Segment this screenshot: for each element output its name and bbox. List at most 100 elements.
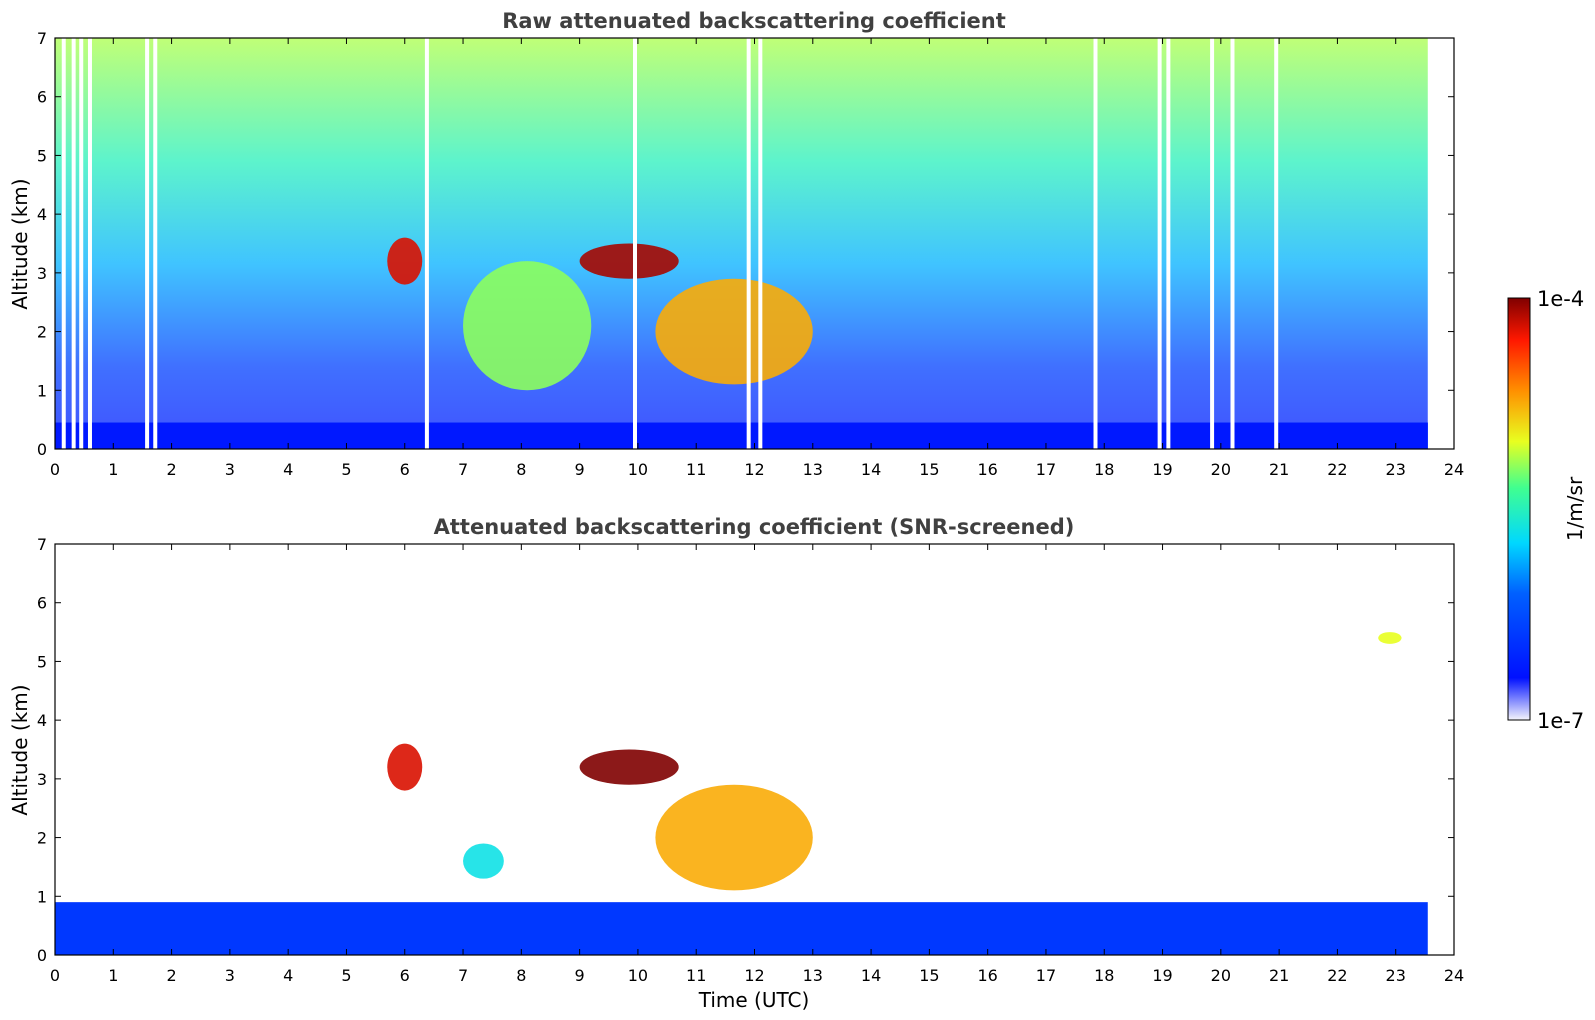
x-tick-label: 19 [1152, 966, 1172, 985]
x-tick-label: 0 [50, 460, 60, 479]
feature-boundary-layer-core [55, 422, 1428, 449]
x-tick-label: 11 [686, 460, 706, 479]
x-tick-label: 23 [1386, 966, 1406, 985]
x-tick-label: 3 [225, 460, 235, 479]
x-tick-label: 9 [575, 460, 585, 479]
x-tick-label: 2 [166, 966, 176, 985]
x-tick-label: 2 [166, 460, 176, 479]
feature-cloud-9-5-10-5-utc [579, 749, 679, 785]
x-tick-label: 8 [516, 460, 526, 479]
feature-cloud-layer-10-5-13-utc [655, 784, 813, 891]
feature-cloud-layer-10-5-13-utc [655, 278, 813, 385]
colorbar-max-label: 1e-4 [1537, 287, 1584, 311]
data-gap-stripe [758, 38, 763, 449]
x-tick-label: 23 [1386, 460, 1406, 479]
x-tick-label: 6 [400, 966, 410, 985]
x-tick-label: 9 [575, 966, 585, 985]
data-gap-stripe [1210, 38, 1215, 449]
y-tick-label: 4 [37, 711, 47, 730]
data-gap-stripe [1274, 38, 1279, 449]
x-tick-label: 7 [458, 460, 468, 479]
x-tick-label: 17 [1036, 460, 1056, 479]
x-tick-label: 15 [919, 460, 939, 479]
x-tick-label: 1 [108, 460, 118, 479]
x-tick-label: 18 [1094, 966, 1114, 985]
x-tick-label: 21 [1269, 966, 1289, 985]
data-gap-stripe [61, 38, 66, 449]
y-tick-label: 1 [37, 887, 47, 906]
x-tick-label: 20 [1211, 460, 1231, 479]
panel-title: Raw attenuated backscattering coefficien… [502, 9, 1006, 33]
feature-cloud-6-utc [387, 743, 423, 791]
data-gap-stripe [1230, 38, 1235, 449]
x-tick-label: 0 [50, 966, 60, 985]
feature-cloud-9-5-10-5-utc [579, 243, 679, 279]
x-tick-label: 7 [458, 966, 468, 985]
x-tick-label: 1 [108, 966, 118, 985]
x-tick-label: 24 [1444, 460, 1464, 479]
data-gap-stripe [1093, 38, 1098, 449]
x-tick-label: 8 [516, 966, 526, 985]
data-gap-stripe [746, 38, 751, 449]
data-gap-stripe [79, 38, 84, 449]
y-tick-label: 1 [37, 381, 47, 400]
y-axis-ticks: 0 1 2 3 4 5 6 7 [37, 535, 1454, 965]
data-gap-stripe [153, 38, 158, 449]
y-tick-label: 3 [37, 264, 47, 283]
y-tick-label: 4 [37, 205, 47, 224]
noise-background [55, 38, 1428, 449]
y-tick-label: 2 [37, 323, 47, 342]
y-axis-ticks: 0 1 2 3 4 5 6 7 [37, 29, 1454, 459]
x-tick-label: 10 [628, 460, 648, 479]
x-tick-label: 4 [283, 966, 293, 985]
x-tick-label: 16 [977, 966, 997, 985]
feature-aerosol-layer-7-9-utc [463, 261, 592, 391]
y-tick-label: 0 [37, 946, 47, 965]
x-tick-label: 19 [1152, 460, 1172, 479]
y-tick-label: 3 [37, 770, 47, 789]
feature-cloud-6-utc [387, 237, 423, 285]
x-tick-label: 10 [628, 966, 648, 985]
colorbar-unit-label: 1/m/sr [1563, 476, 1587, 541]
y-axis-label: Altitude (km) [8, 684, 32, 815]
x-tick-label: 16 [977, 460, 997, 479]
x-tick-label: 4 [283, 460, 293, 479]
data-gap-stripe [145, 38, 150, 449]
x-tick-label: 22 [1327, 966, 1347, 985]
data-gap-stripe [424, 38, 429, 449]
colorbar: 1e-4 1e-7 1/m/sr [1507, 287, 1587, 733]
x-tick-label: 13 [803, 460, 823, 479]
y-tick-label: 6 [37, 88, 47, 107]
x-tick-label: 6 [400, 460, 410, 479]
heatmap-area [55, 632, 1428, 955]
x-tick-label: 5 [341, 460, 351, 479]
y-axis-label: Altitude (km) [8, 178, 32, 309]
y-tick-label: 5 [37, 652, 47, 671]
x-tick-label: 20 [1211, 966, 1231, 985]
y-tick-label: 6 [37, 594, 47, 613]
feature-ice-cloud-23-utc [1378, 632, 1402, 644]
x-tick-label: 12 [744, 966, 764, 985]
x-tick-label: 3 [225, 966, 235, 985]
data-gap-stripe [1157, 38, 1162, 449]
feature-aerosol-7-5-utc [463, 843, 504, 879]
y-tick-label: 7 [37, 29, 47, 48]
x-tick-label: 22 [1327, 460, 1347, 479]
x-tick-label: 13 [803, 966, 823, 985]
feature-boundary-layer [55, 902, 1428, 955]
data-gap-stripe [633, 38, 638, 449]
x-tick-label: 21 [1269, 460, 1289, 479]
panel-title: Attenuated backscattering coefficient (S… [434, 515, 1075, 539]
data-gap-stripe [87, 38, 92, 449]
colorbar-gradient [1507, 297, 1531, 721]
data-gap-stripe [71, 38, 76, 449]
x-axis-ticks: 0 1 2 3 4 5 6 7 8 9 10 11 12 13 14 15 16 17 18 19 20 21 22 23 24 [50, 544, 1464, 985]
x-tick-label: 5 [341, 966, 351, 985]
x-tick-label: 24 [1444, 966, 1464, 985]
y-tick-label: 0 [37, 440, 47, 459]
heatmap-area [55, 38, 1428, 449]
raw-backscatter-panel: Raw attenuated backscattering coefficien… [8, 9, 1464, 479]
plot-frame [54, 543, 1455, 956]
x-tick-label: 17 [1036, 966, 1056, 985]
